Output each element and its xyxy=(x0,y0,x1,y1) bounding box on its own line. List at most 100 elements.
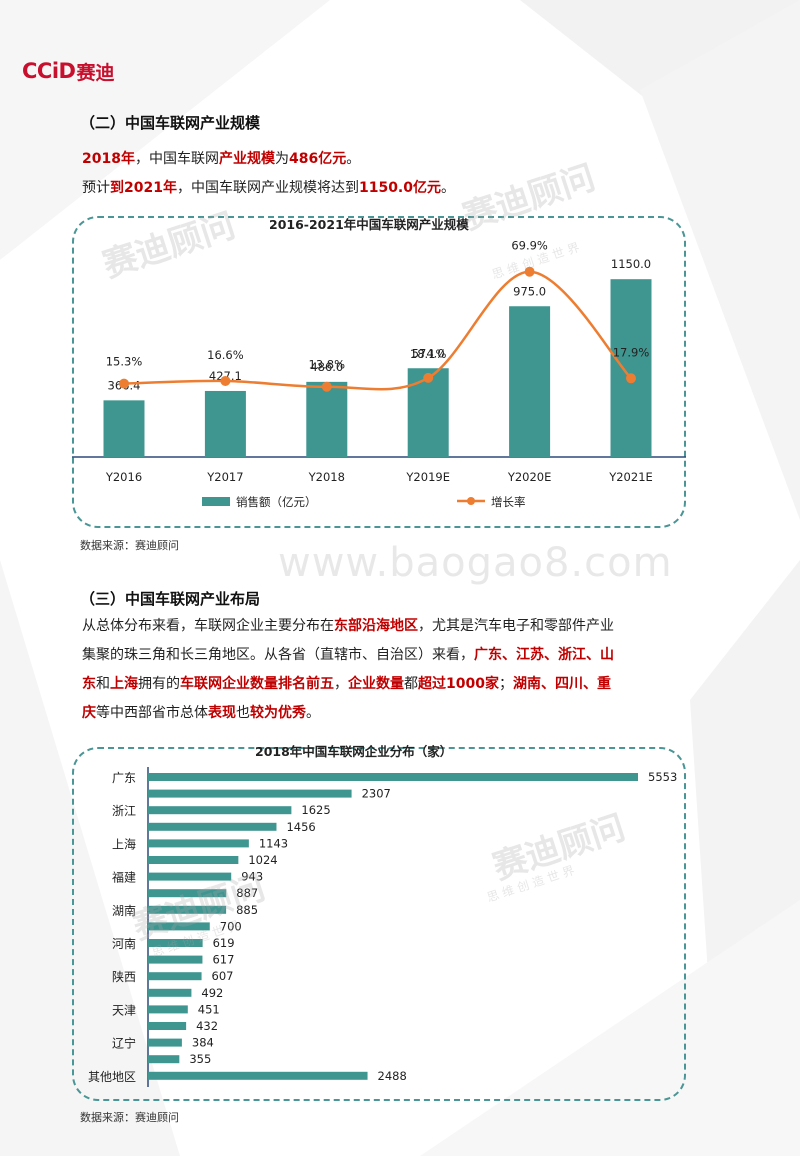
section3-line-run: 和 xyxy=(96,676,110,692)
chart2-value-label: 2488 xyxy=(378,1069,407,1083)
section2-line2-run: 1150.0亿元 xyxy=(358,180,441,196)
chart2-category-label: 广东 xyxy=(112,771,136,785)
section2-line1-run: 为 xyxy=(274,151,289,167)
chart2-value-label: 1625 xyxy=(301,803,330,817)
chart1-growth-label: 17.9% xyxy=(613,345,650,359)
chart2-category-label: 天津 xyxy=(112,1003,136,1017)
chart1-bar-value-label: 427.1 xyxy=(209,369,242,383)
chart2-bar xyxy=(148,806,292,815)
chart1-growth-point xyxy=(119,378,129,389)
chart2-bar xyxy=(148,922,210,931)
chart1-growth-label: 69.9% xyxy=(511,239,548,253)
chart2-bar xyxy=(148,889,227,898)
section3-line-run: 都 xyxy=(404,676,418,692)
chart1-growth-label: 15.3% xyxy=(106,355,143,369)
chart1-x-tick-label: Y2021E xyxy=(608,470,653,484)
chart2-bar xyxy=(148,789,352,798)
section2-line2-run: ，中国车联网产业规模将达到 xyxy=(176,180,359,196)
chart2-category-label: 河南 xyxy=(112,936,136,951)
chart1-growth-point xyxy=(220,375,231,386)
section3-line-run: 从总体分布来看，车联网企业主要分布在 xyxy=(82,618,334,634)
section3-line-run: 上海 xyxy=(110,676,138,692)
chart2-frame xyxy=(72,747,686,1101)
chart2-svg: 5553 广东 2307 1625 浙江 1456 1143 上海 1024 943 福建 887 88… xyxy=(88,767,677,1087)
chart1-growth-line xyxy=(123,270,632,391)
chart1-legend-bar-label: 销售额（亿元） xyxy=(236,495,317,509)
chart2-category-label: 其他地区 xyxy=(88,1070,136,1084)
chart2-bar xyxy=(148,822,277,831)
section3-line-run: 东部沿海地区 xyxy=(334,618,418,634)
chart2-bar xyxy=(148,972,202,981)
chart1-growth-label: 18.1% xyxy=(410,347,447,361)
chart2-value-label: 451 xyxy=(198,1002,220,1016)
chart1-bar xyxy=(610,279,652,457)
chart2-bar xyxy=(148,939,203,947)
section2-line1-run: ，中国车联网 xyxy=(134,151,219,167)
section2-line2-run: 。 xyxy=(441,180,455,196)
chart2-category-label: 上海 xyxy=(112,836,136,851)
chart2-bar xyxy=(148,1038,182,1047)
chart2-category-label: 辽宁 xyxy=(112,1036,136,1051)
chart2-value-label: 2307 xyxy=(362,787,391,801)
chart2-category-label: 浙江 xyxy=(112,804,136,818)
logo-chinese: 赛迪 xyxy=(76,61,115,84)
chart1-bar-value-label: 975.0 xyxy=(513,284,546,298)
chart1-growth-label: 16.6% xyxy=(207,348,244,362)
chart2-title: 2018年中国车联网企业分布（家） xyxy=(255,744,453,759)
chart1-x-tick-label: Y2018 xyxy=(308,470,345,484)
section3-line: 从总体分布来看，车联网企业主要分布在东部沿海地区，尤其是汽车电子和零部件产业 xyxy=(82,612,614,641)
section3-line-run: ，尤其是汽车电子和零部件产业 xyxy=(418,618,614,634)
chart1-legend-bar-swatch xyxy=(202,497,230,506)
chart2-bar xyxy=(148,872,232,881)
section-title-industry-layout: （三）中国车联网产业布局 xyxy=(80,590,261,608)
chart2-bar xyxy=(148,955,203,964)
chart1-bar-value-label: 574.0 xyxy=(412,346,445,360)
chart2-value-label: 1143 xyxy=(259,836,288,850)
section2-line2: 预计到2021年，中国车联网产业规模将达到1150.0亿元。 xyxy=(82,174,455,203)
chart2-value-label: 384 xyxy=(192,1036,214,1050)
section3-line-run: 表现 xyxy=(208,705,236,721)
chart2-value-label: 432 xyxy=(196,1019,218,1033)
section3-line-run: 企业数量 xyxy=(348,676,404,692)
section-title-industry-scale: （二）中国车联网产业规模 xyxy=(80,114,261,132)
chart1-growth-label: 13.8% xyxy=(309,358,346,372)
section2-line1-run: 2018年 xyxy=(82,151,135,167)
section3-line: 庆等中西部省市总体表现也较为优秀。 xyxy=(82,699,320,728)
chart2-bar xyxy=(148,988,192,997)
chart2-value-label: 607 xyxy=(212,969,234,983)
chart2-value-label: 700 xyxy=(220,919,242,933)
chart2-category-label: 陕西 xyxy=(112,969,136,984)
chart2-bar xyxy=(148,1005,188,1014)
chart1-frame xyxy=(72,216,686,528)
section3-line-run: 也 xyxy=(236,705,250,721)
chart2-value-label: 5553 xyxy=(648,770,677,784)
chart2-value-label: 617 xyxy=(212,953,234,967)
section3-line-run: ， xyxy=(334,676,348,692)
watermark-url: www.baogao8.com xyxy=(278,540,673,586)
chart1-bar xyxy=(306,381,348,457)
section2-line1-run: 产业规模 xyxy=(218,151,275,167)
chart1-bar xyxy=(204,390,246,457)
section3-line-run: 。 xyxy=(306,705,320,721)
chart1-bar-value-label: 1150.0 xyxy=(611,257,651,271)
chart2-value-label: 885 xyxy=(236,903,258,917)
chart2-source: 数据来源：赛迪顾问 xyxy=(80,1111,179,1124)
chart1-bar-value-label: 486.0 xyxy=(310,360,343,374)
section3-line-run: 超过1000家 xyxy=(418,676,499,692)
chart1-source: 数据来源：赛迪顾问 xyxy=(80,539,179,552)
chart1-legend-line-label: 增长率 xyxy=(491,495,526,509)
chart1-x-tick-label: Y2020E xyxy=(507,470,552,484)
chart2-bar xyxy=(148,773,638,781)
chart2-category-label: 湖南 xyxy=(112,903,136,918)
section3-line-run: 广东、江苏、浙江、山 xyxy=(474,647,614,663)
chart2-bar xyxy=(148,905,227,914)
section3-line: 东和上海拥有的车联网企业数量排名前五，企业数量都超过1000家；湖南、四川、重 xyxy=(82,670,611,699)
chart1-legend-line-marker xyxy=(467,497,475,505)
chart1-growth-point xyxy=(626,373,636,384)
chart2-value-label: 943 xyxy=(241,870,263,884)
section3-line-run: 车联网企业数量排名前五 xyxy=(180,676,334,692)
chart1-x-tick-label: Y2019E xyxy=(405,470,450,484)
chart1-bar xyxy=(103,400,145,457)
chart1-x-tick-label: Y2016 xyxy=(105,470,142,484)
logo-latin: CCiD xyxy=(22,59,76,83)
